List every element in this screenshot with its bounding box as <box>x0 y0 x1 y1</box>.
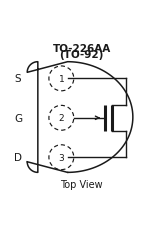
Text: TO-226AA: TO-226AA <box>53 44 111 54</box>
Text: (TO-92): (TO-92) <box>60 50 104 60</box>
Text: Top View: Top View <box>60 179 103 189</box>
Text: 2: 2 <box>59 114 64 123</box>
Text: G: G <box>14 113 22 123</box>
Text: D: D <box>14 153 22 163</box>
Text: S: S <box>15 74 21 84</box>
Text: 1: 1 <box>58 75 64 84</box>
Text: 3: 3 <box>58 153 64 162</box>
